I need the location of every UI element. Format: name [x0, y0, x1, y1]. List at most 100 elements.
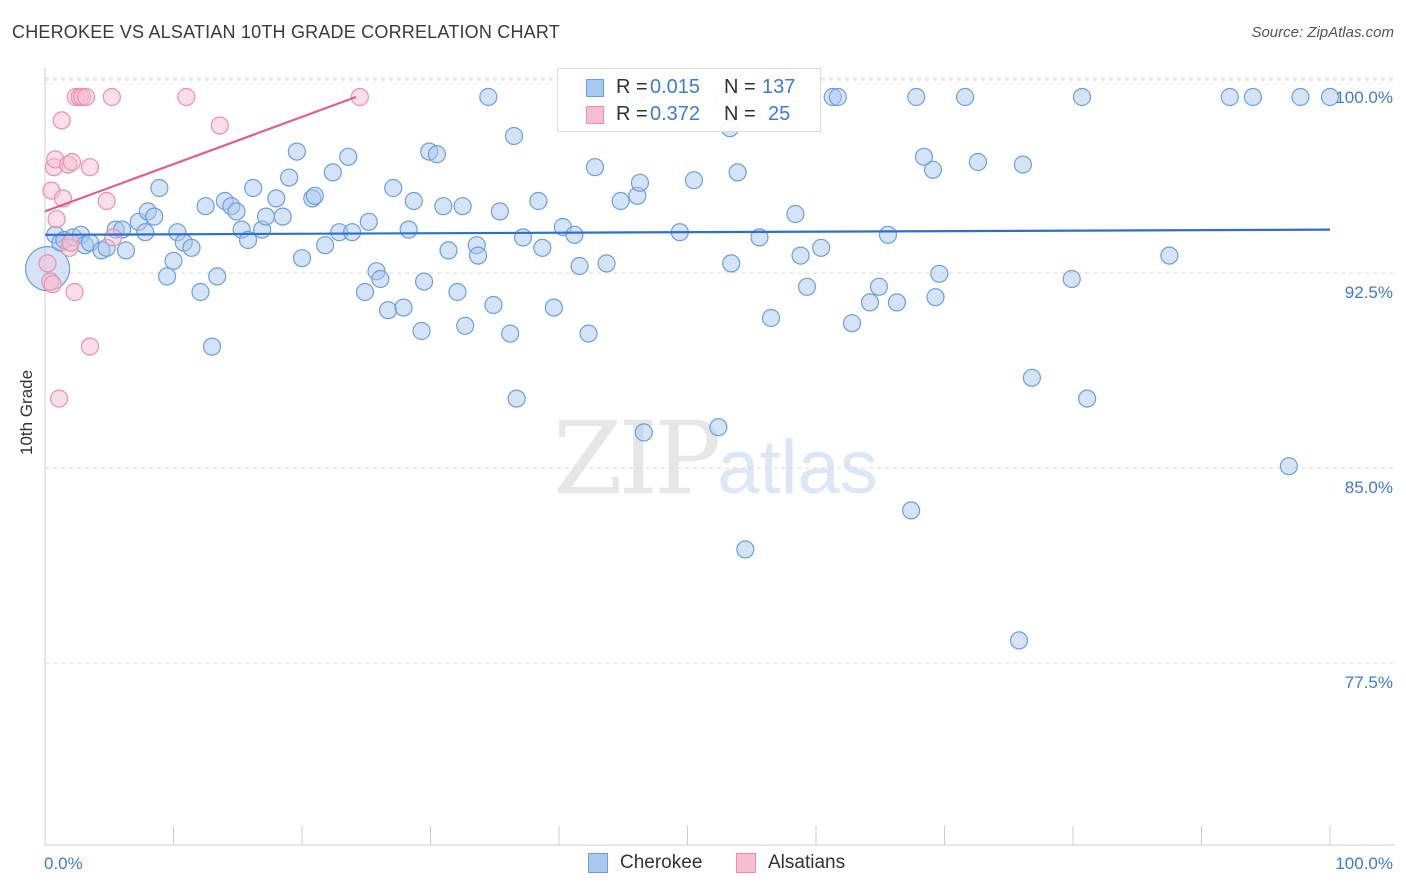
- cherokee-point: [343, 223, 362, 242]
- r-value: 0.015: [650, 76, 701, 98]
- alsatian-point: [350, 87, 369, 107]
- cherokee-point: [182, 238, 201, 257]
- legend-label-alsatians: Alsatians: [768, 852, 846, 873]
- cherokee-point: [611, 191, 630, 211]
- y-tick-label: 100.0%: [1335, 88, 1393, 107]
- cherokee-point: [484, 295, 503, 315]
- cherokee-point: [359, 212, 378, 231]
- cherokee-point: [923, 160, 943, 179]
- cherokee-point: [292, 249, 312, 268]
- y-tick-label: 77.5%: [1345, 673, 1393, 692]
- cherokee-point: [280, 168, 299, 187]
- cherokee-point: [305, 186, 324, 205]
- r-value: 0.372: [650, 103, 701, 125]
- cherokee-point: [1072, 87, 1092, 107]
- cherokee-point: [453, 197, 472, 216]
- cherokee-point: [533, 238, 552, 257]
- alsatian-point: [50, 389, 69, 408]
- cherokee-point: [412, 321, 431, 341]
- cherokee-point: [490, 202, 509, 221]
- cherokee-point: [439, 241, 458, 260]
- alsatian-point: [62, 152, 82, 172]
- cherokee-point: [267, 189, 286, 208]
- cherokee-point: [355, 282, 375, 302]
- cherokee-point: [750, 228, 769, 247]
- cherokee-point: [842, 314, 862, 333]
- cherokee-point: [544, 298, 563, 317]
- cherokee-point: [869, 277, 889, 296]
- cherokee-point: [427, 145, 447, 164]
- cherokee-point: [323, 163, 342, 182]
- alsatian-point: [210, 116, 229, 135]
- x-tick-label: 0.0%: [44, 854, 83, 873]
- chart-title: CHEROKEE VS ALSATIAN 10TH GRADE CORRELAT…: [12, 22, 560, 42]
- cherokee-point: [448, 282, 467, 302]
- cherokee-point: [479, 87, 498, 107]
- cherokee-point: [399, 220, 418, 239]
- watermark-zip: ZIP: [553, 400, 721, 517]
- cherokee-point: [273, 207, 292, 226]
- cherokee-point: [164, 251, 183, 270]
- cherokee-point: [256, 207, 276, 226]
- alsatians-swatch: [586, 106, 604, 124]
- alsatian-point: [177, 87, 196, 107]
- r-label: R =: [616, 103, 648, 125]
- cherokee-point: [150, 178, 169, 198]
- cherokee-point: [116, 241, 136, 260]
- alsatian-point: [43, 275, 62, 294]
- cherokee-point: [1078, 389, 1097, 408]
- alsatian-point: [80, 337, 100, 356]
- cherokee-swatch: [588, 853, 608, 873]
- cherokee-point: [722, 254, 741, 273]
- grid: [45, 77, 1395, 664]
- cherokee-point: [208, 267, 227, 286]
- n-value: 25: [768, 103, 791, 125]
- cherokee-point: [316, 236, 335, 255]
- cherokee-point: [791, 246, 810, 265]
- cherokee-point: [1009, 631, 1029, 650]
- cherokee-point: [709, 418, 728, 437]
- cherokee-point: [202, 337, 222, 356]
- alsatian-point: [65, 282, 84, 302]
- cherokee-point: [456, 316, 475, 335]
- cherokee-point: [1291, 87, 1310, 107]
- y-tick-label: 92.5%: [1345, 283, 1393, 302]
- alsatians-swatch: [736, 853, 756, 873]
- cherokee-point: [468, 246, 488, 265]
- alsatian-point: [52, 111, 71, 130]
- cherokee-point: [1013, 155, 1032, 174]
- cherokee-point: [926, 288, 945, 307]
- cherokee-point: [786, 204, 805, 224]
- cherokee-swatch: [586, 79, 604, 97]
- cherokee-point: [1160, 246, 1179, 265]
- cherokee-point: [196, 197, 215, 216]
- r-label: R =: [616, 76, 648, 98]
- cherokee-point: [501, 324, 520, 343]
- alsatian-trend-line: [44, 95, 357, 213]
- correlation-legend: R = 0.015 N = 137 R = 0.372 N = 25: [557, 68, 821, 132]
- legend-row-alsatians: R = 0.372 N = 25: [558, 102, 820, 128]
- cherokee-point: [955, 87, 975, 107]
- cherokee-point: [513, 228, 533, 247]
- y-axis-label: 10th Grade: [17, 369, 36, 455]
- cherokee-point: [507, 389, 526, 408]
- cherokee-point: [339, 147, 358, 166]
- cherokee-point: [597, 254, 616, 273]
- cherokee-point: [728, 163, 747, 182]
- legend-row-cherokee: R = 0.015 N = 137: [558, 75, 820, 101]
- cherokee-point: [191, 282, 210, 302]
- alsatian-point: [102, 87, 121, 107]
- cherokee-point: [384, 178, 403, 198]
- n-value: 137: [762, 76, 796, 98]
- cherokee-point: [579, 324, 598, 343]
- cherokee-point: [244, 178, 263, 198]
- n-label: N =: [724, 76, 756, 98]
- cherokee-point: [378, 301, 398, 320]
- cherokee-point: [684, 171, 704, 190]
- cherokee-point: [136, 223, 155, 242]
- cherokee-point: [404, 191, 423, 211]
- cherokee-point: [634, 423, 653, 442]
- cherokee-point: [227, 202, 246, 221]
- series-alsatians: [38, 87, 369, 408]
